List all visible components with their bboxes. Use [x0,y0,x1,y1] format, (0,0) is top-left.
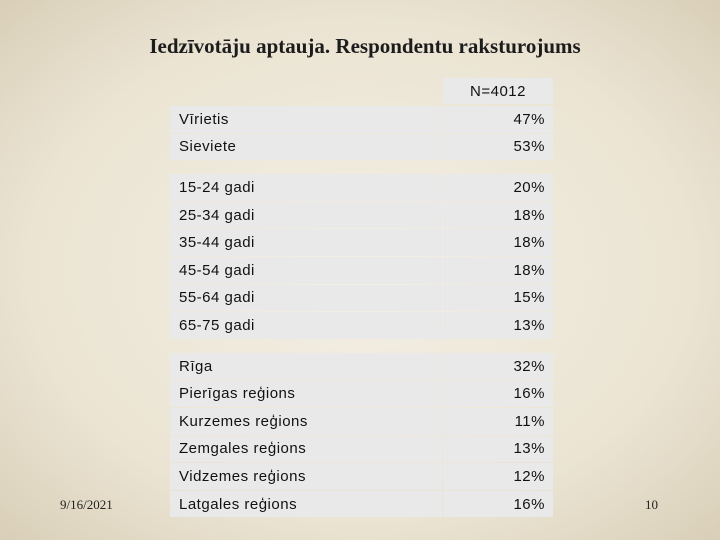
row-label: 25-34 gadi [170,201,442,229]
row-value: 18% [443,201,553,229]
row-label: Zemgales reģions [170,435,442,463]
row-value: 20% [443,174,553,201]
row-label: Sieviete [170,133,442,161]
page-number: 10 [645,497,658,512]
row-label: Vīrietis [170,106,442,133]
row-value: 16% [443,490,553,518]
row-value: 18% [443,229,553,256]
row-label: Rīga [170,352,442,380]
row-label: 35-44 gadi [170,229,442,256]
row-value: 11% [443,408,553,435]
row-value: 18% [443,257,553,284]
row-label: Kurzemes reģions [170,408,442,435]
row-value: 13% [443,312,553,339]
row-label: Pierīgas reģions [170,380,442,407]
slide-title: Iedzīvotāju aptauja. Respondentu rakstur… [149,34,581,58]
row-value: 12% [443,463,553,490]
row-label: 55-64 gadi [170,284,442,312]
row-label: Latgales reģions [170,490,442,518]
row-label: 15-24 gadi [170,174,442,201]
date: 9/16/2021 [60,497,113,512]
row-value: 13% [443,435,553,463]
row-label: Vidzemes reģions [170,463,442,490]
row-value: 47% [443,106,553,133]
table-header: N=4012 [443,78,553,104]
row-label: 45-54 gadi [170,257,442,284]
row-value: 32% [443,352,553,380]
row-value: 16% [443,380,553,407]
row-value: 53% [443,133,553,161]
row-label: 65-75 gadi [170,312,442,339]
row-value: 15% [443,284,553,312]
